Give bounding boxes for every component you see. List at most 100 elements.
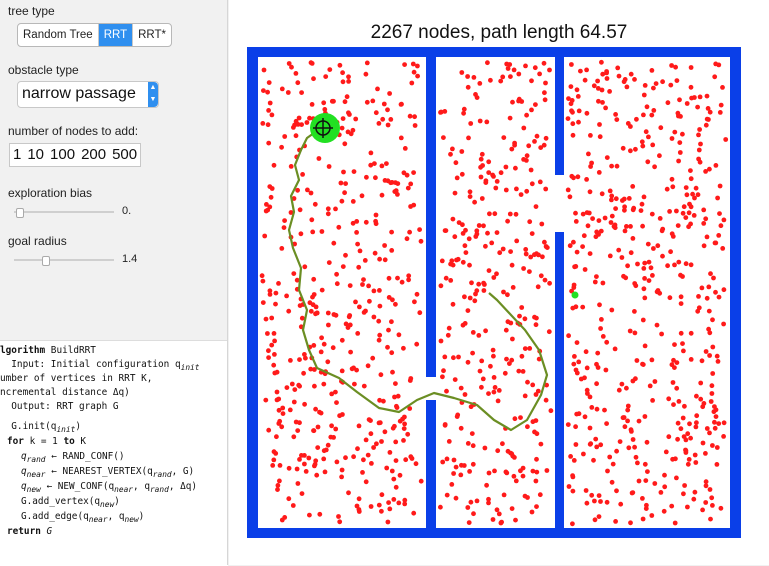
tree-node	[688, 65, 694, 70]
tree-node	[334, 281, 340, 287]
tree-node	[716, 294, 722, 300]
tree-type-random-tree[interactable]: Random Tree	[18, 24, 99, 46]
tree-node	[673, 456, 678, 462]
tree-node	[575, 94, 581, 99]
add-10-button[interactable]: 10	[27, 146, 45, 163]
tree-node	[674, 360, 680, 365]
tree-node	[386, 327, 391, 333]
tree-node	[417, 227, 422, 233]
tree-node	[465, 505, 471, 510]
tree-node	[543, 186, 549, 192]
tree-type-rrt-star[interactable]: RRT*	[138, 29, 167, 41]
add-1-button[interactable]: 1	[13, 146, 22, 163]
exploration-bias-label: exploration bias	[8, 186, 93, 200]
goal-radius-slider-knob[interactable]	[42, 256, 51, 266]
tree-node	[696, 147, 702, 153]
tree-node	[650, 142, 656, 148]
tree-node	[535, 388, 541, 394]
tree-node	[670, 380, 676, 385]
tree-node	[487, 211, 492, 217]
tree-node	[284, 293, 289, 299]
tree-node	[598, 326, 603, 331]
tree-type-selector[interactable]: Random Tree RRT RRT*	[17, 23, 173, 47]
tree-node	[355, 241, 360, 247]
tree-node	[269, 186, 275, 191]
tree-node	[479, 196, 485, 201]
tree-node	[525, 379, 530, 385]
tree-node	[373, 175, 378, 181]
tree-node	[478, 164, 483, 170]
add-100-button[interactable]: 100	[50, 146, 76, 163]
tree-node	[513, 517, 518, 523]
tree-node	[438, 109, 444, 115]
tree-node	[672, 520, 678, 526]
tree-node	[342, 141, 348, 147]
tree-node	[329, 98, 335, 104]
tree-node	[396, 332, 402, 338]
tree-node	[505, 218, 510, 224]
tree-node	[604, 70, 609, 76]
tree-node	[681, 491, 686, 497]
tree-node	[721, 217, 727, 223]
add-200-button[interactable]: 200	[81, 146, 107, 163]
tree-node	[462, 243, 468, 249]
tree-node	[621, 79, 627, 85]
exploration-bias-slider[interactable]	[14, 208, 114, 218]
tree-node	[680, 415, 686, 421]
obstacle-walls	[247, 47, 741, 538]
tree-node	[607, 253, 613, 259]
tree-node	[444, 388, 449, 394]
tree-node	[491, 174, 496, 179]
tree-node	[568, 84, 574, 89]
tree-node	[311, 292, 317, 297]
tree-node	[584, 67, 589, 73]
tree-node	[721, 434, 726, 439]
tree-node	[678, 426, 684, 432]
tree-node	[589, 160, 594, 166]
tree-node	[664, 186, 670, 192]
tree-node	[474, 231, 480, 237]
tree-node	[485, 60, 490, 66]
tree-node	[584, 365, 590, 371]
add-500-button[interactable]: 500	[112, 146, 138, 163]
tree-node	[529, 107, 534, 113]
tree-node	[597, 302, 602, 308]
tree-node	[326, 260, 332, 265]
tree-node	[714, 445, 720, 450]
tree-node	[709, 383, 715, 389]
tree-node	[465, 308, 471, 313]
tree-node	[290, 503, 296, 508]
tree-node	[454, 175, 460, 181]
tree-node	[541, 60, 547, 66]
tree-node	[594, 361, 599, 367]
tree-node	[364, 99, 370, 105]
tree-node	[710, 503, 715, 508]
tree-node	[509, 262, 515, 268]
tree-node	[622, 424, 628, 430]
tree-node	[319, 229, 325, 234]
tree-node	[471, 75, 477, 80]
tree-node	[274, 434, 279, 440]
tree-node	[360, 470, 365, 475]
goal-radius-slider[interactable]	[14, 256, 114, 266]
tree-node	[346, 79, 351, 84]
tree-node	[329, 423, 334, 429]
tree-node	[543, 244, 549, 249]
tree-node	[599, 59, 604, 65]
obstacle-type-select[interactable]: narrow passage ▲ ▼	[17, 81, 159, 108]
tree-node	[456, 354, 461, 360]
exploration-bias-slider-knob[interactable]	[15, 208, 24, 218]
tree-node	[279, 86, 285, 92]
tree-node	[406, 273, 412, 279]
tree-node	[505, 448, 511, 454]
tree-node	[488, 77, 493, 83]
tree-node	[680, 341, 685, 346]
tree-node	[529, 78, 534, 84]
tree-node	[350, 220, 356, 226]
tree-type-rrt[interactable]: RRT	[98, 24, 134, 46]
tree-node	[670, 184, 676, 190]
tree-node	[611, 224, 617, 229]
tree-node	[703, 122, 709, 128]
tree-node	[311, 343, 317, 348]
tree-node	[668, 82, 674, 88]
